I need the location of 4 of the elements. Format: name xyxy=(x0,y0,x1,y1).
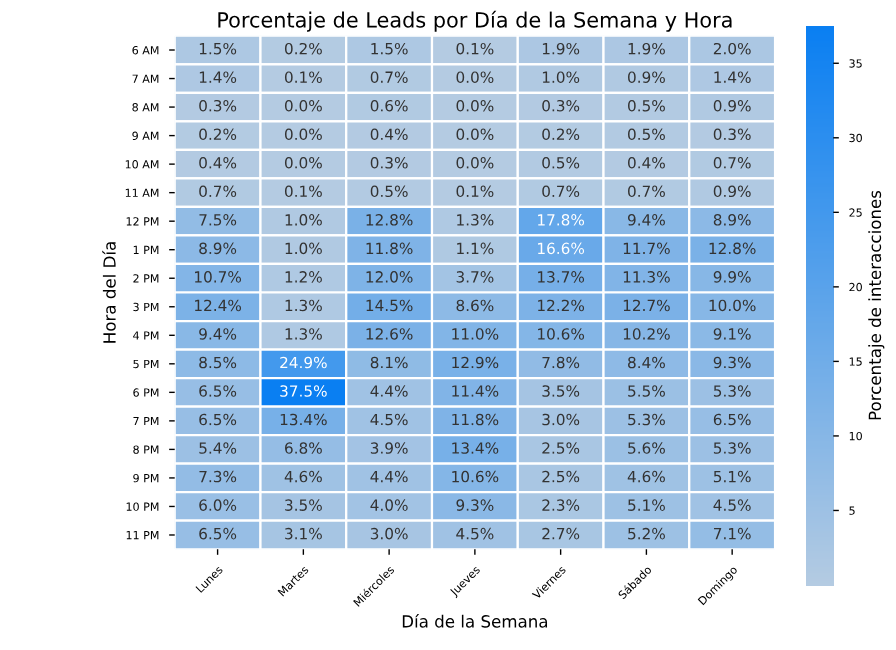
x-axis-title: Día de la Semana xyxy=(402,614,548,628)
y-axis-title: Hora del Día xyxy=(102,242,116,343)
color-bar-title: Porcentaje de interacciones xyxy=(868,190,885,420)
chart-title: Porcentaje de Leads por Día de la Semana y Hora xyxy=(218,10,732,32)
